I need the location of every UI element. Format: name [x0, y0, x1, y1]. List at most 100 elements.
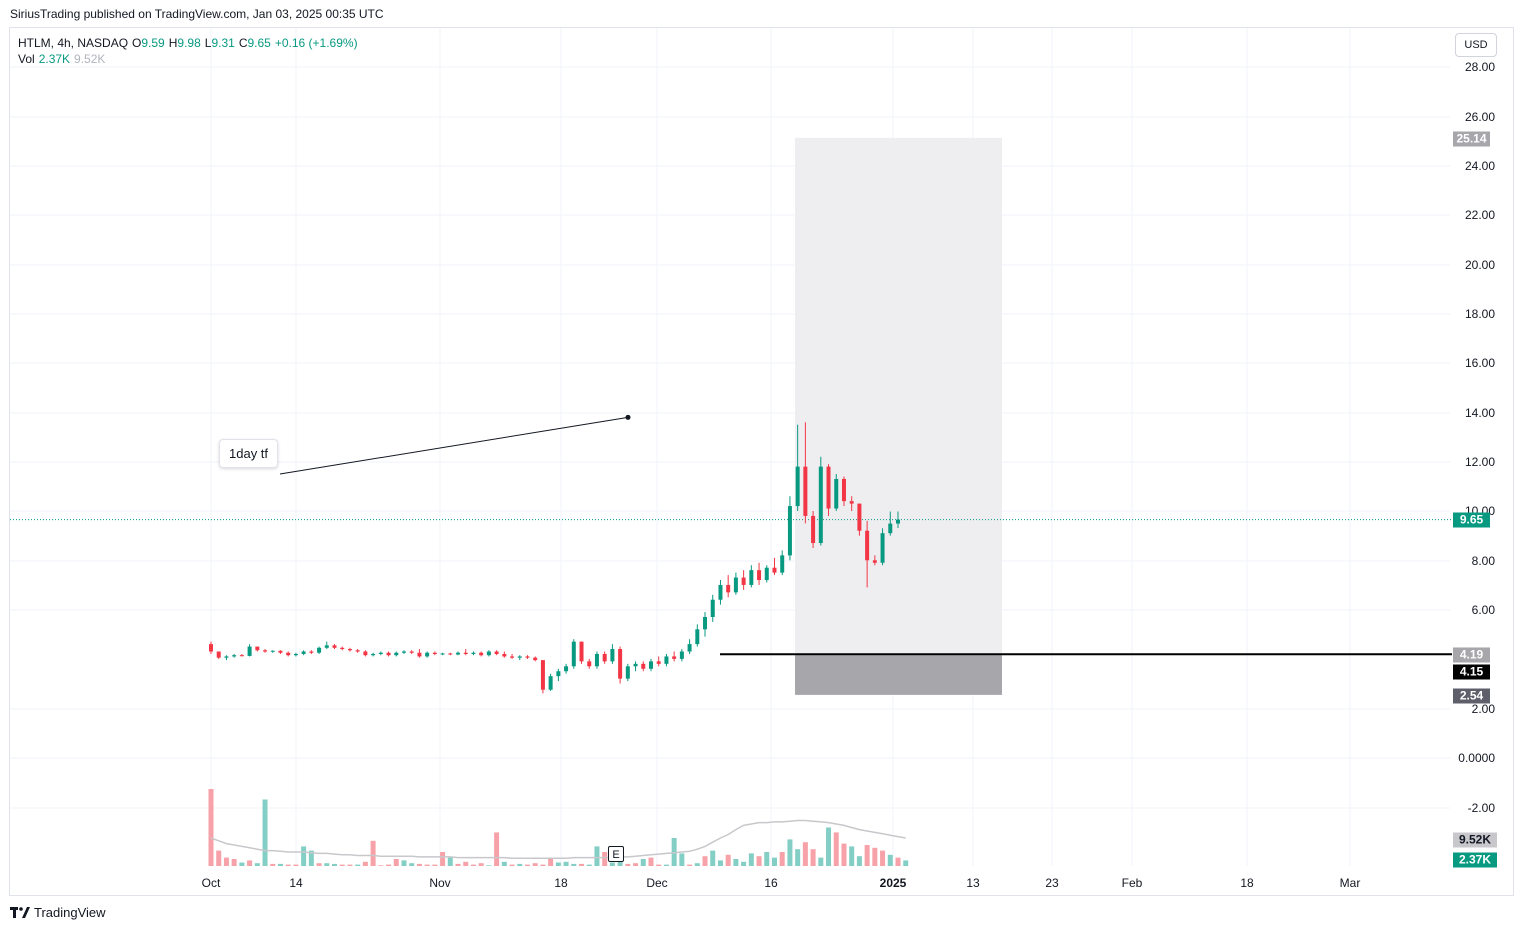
volume-bar [548, 857, 554, 866]
volume-bar [378, 865, 384, 866]
candle-body [826, 466, 831, 509]
low-value: 9.31 [211, 36, 235, 50]
volume-bar [355, 864, 361, 866]
candle-body [456, 652, 461, 655]
earnings-marker[interactable]: E [608, 846, 624, 862]
volume-ma-tag: 9.52K [1453, 832, 1497, 848]
candle-body [841, 478, 846, 502]
volume-bar [833, 832, 839, 866]
candle-body [533, 657, 538, 661]
candle-body [548, 676, 553, 690]
time-axis-label: Feb [1121, 876, 1143, 890]
candle-body [448, 653, 453, 655]
candle-body [641, 663, 646, 669]
candle-body [540, 660, 545, 690]
volume-bar [764, 852, 770, 866]
volume-bar [517, 863, 523, 866]
candle-body [857, 503, 862, 531]
volume-bar [818, 857, 824, 866]
candle-body [656, 661, 661, 664]
candle-body [463, 652, 468, 654]
candle-body [432, 652, 437, 654]
volume-bar [787, 839, 793, 866]
target-zone[interactable] [795, 137, 1002, 656]
candle-body [378, 652, 383, 654]
tradingview-logo-icon [10, 906, 30, 918]
volume-ma-line [210, 819, 906, 860]
candle-body [224, 656, 229, 658]
brand-name: TradingView [34, 905, 106, 920]
candle-body [749, 570, 754, 585]
candle-body [726, 584, 731, 593]
volume-bar [509, 864, 515, 866]
volume-bar [663, 864, 669, 866]
volume-bar [741, 861, 747, 866]
candle-body [394, 652, 399, 656]
candle-body [865, 530, 870, 561]
volume-bar [571, 863, 577, 866]
volume-bar [393, 859, 399, 866]
candle-body [648, 661, 653, 669]
volume-label[interactable]: Vol [18, 52, 35, 66]
tradingview-brand[interactable]: TradingView [10, 905, 106, 920]
currency-button[interactable]: USD [1455, 33, 1497, 57]
volume-bar [362, 861, 368, 866]
candle-body [363, 651, 368, 656]
volume-bar [609, 862, 615, 866]
candle-body [888, 523, 893, 534]
volume-bar [841, 843, 847, 866]
time-axis-label: Nov [429, 876, 451, 890]
candle-body [494, 651, 499, 654]
volume-bar [208, 789, 214, 866]
price-axis-label: 6.00 [1471, 603, 1495, 617]
low-label: L [204, 36, 212, 50]
volume-bar [802, 842, 808, 866]
candle-body [517, 656, 522, 658]
volume-bar [501, 861, 507, 866]
time-axis-label: 18 [554, 876, 568, 890]
volume-bar [826, 827, 832, 866]
candle-body [317, 647, 322, 653]
volume-bar [293, 864, 299, 866]
candle-body [741, 577, 746, 585]
high-label: H [168, 36, 178, 50]
volume-bar [231, 859, 237, 866]
candle-body [849, 501, 854, 504]
volume-bar [849, 846, 855, 866]
zone-bottom-tag: 2.54 [1453, 688, 1490, 704]
close-value: 9.65 [247, 36, 271, 50]
candle-body [355, 650, 360, 652]
candle-body [417, 652, 422, 657]
volume-bar [640, 859, 646, 866]
volume-bar [455, 863, 461, 866]
candle-body [232, 655, 237, 657]
volume-bar [285, 864, 291, 866]
candle-body [880, 533, 885, 563]
candle-body [324, 645, 329, 648]
volume-bar [694, 863, 700, 866]
symbol-info[interactable]: HTLM, 4h, NASDAQ [18, 36, 129, 50]
volume-bars [208, 789, 909, 866]
stop-zone[interactable] [795, 655, 1002, 695]
price-axis-label: 0.0000 [1458, 751, 1495, 765]
volume-tag: 2.37K [1453, 852, 1497, 868]
price-axis-label: 2.00 [1471, 702, 1495, 716]
volume-bar [270, 863, 276, 866]
candle-body [401, 651, 406, 653]
trendline[interactable] [279, 416, 629, 475]
volume-bar [679, 853, 685, 866]
volume-bar [579, 863, 585, 866]
trendline-endpoint[interactable] [625, 414, 631, 420]
candle-body [811, 515, 816, 544]
text-annotation[interactable]: 1day tf [219, 439, 279, 468]
candle-body [733, 577, 738, 593]
publish-line: SiriusTrading published on TradingView.c… [10, 7, 384, 21]
volume-bar [887, 854, 893, 866]
volume-bar [725, 854, 731, 866]
candle-body [579, 641, 584, 662]
volume-bar [216, 850, 222, 866]
candle-body [340, 647, 345, 650]
candle-body [309, 651, 314, 653]
candle-body [803, 466, 808, 516]
time-axis-label: 23 [1045, 876, 1059, 890]
